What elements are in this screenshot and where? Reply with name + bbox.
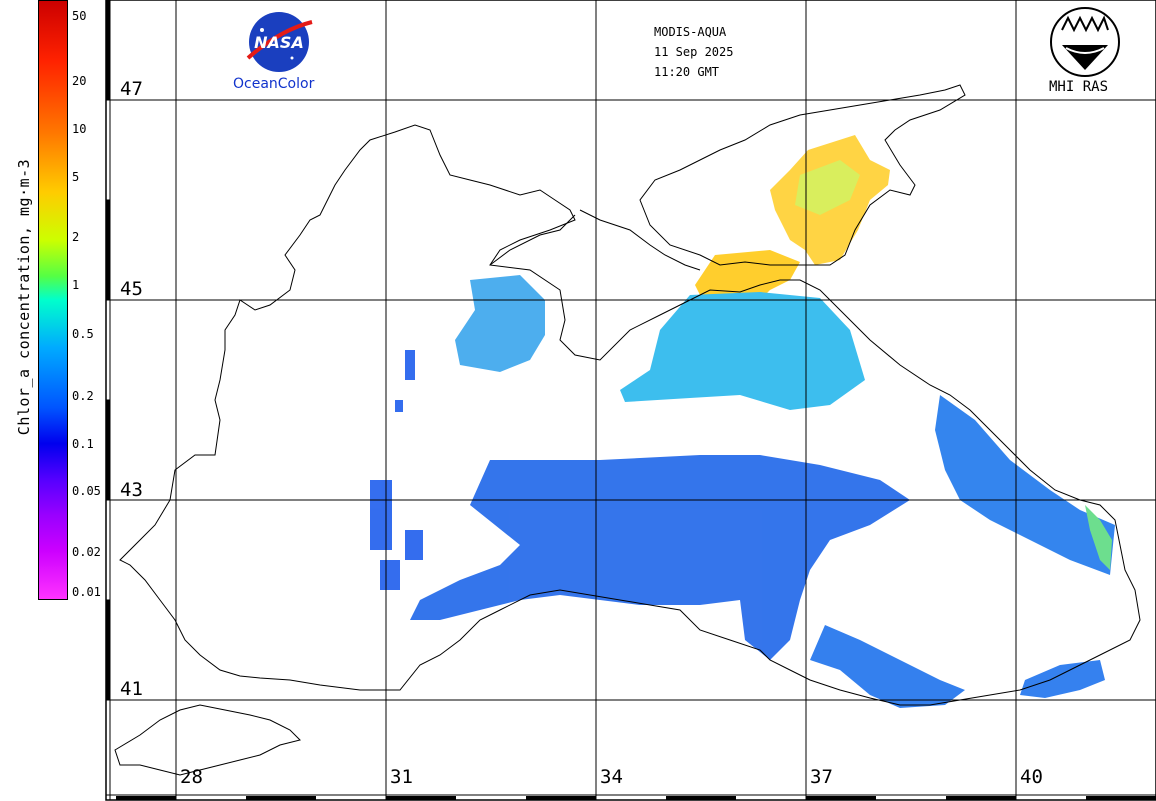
nasa-logo: NASA (246, 12, 313, 72)
colorbar-tick: 0.2 (72, 389, 94, 403)
ruler-segment (946, 796, 1016, 800)
lat-label: 41 (120, 678, 143, 700)
colorbar (38, 0, 68, 600)
left-ruler (105, 0, 111, 800)
ruler-segment (526, 796, 596, 800)
chl-east-coast (935, 395, 1115, 575)
ruler-segment (116, 796, 176, 800)
lat-label: 47 (120, 78, 143, 100)
chl-kerch (695, 250, 800, 300)
colorbar-tick: 50 (72, 9, 87, 23)
oceancolor-caption: OceanColor (233, 76, 315, 92)
chl-central-basin (410, 455, 910, 660)
ruler-segment (105, 199, 111, 301)
ruler-segment (105, 599, 111, 701)
ruler-segment (246, 796, 316, 800)
lon-label: 28 (180, 766, 203, 788)
coastline (114, 84, 1141, 776)
colorbar-tick: 0.05 (72, 484, 101, 498)
chlorophyll-layer (370, 135, 1115, 708)
date-label: 11 Sep 2025 (654, 45, 734, 59)
colorbar-tick: 20 (72, 74, 87, 88)
ruler-segment (386, 796, 456, 800)
colorbar-tick: 5 (72, 170, 80, 184)
lon-label: 40 (1020, 766, 1043, 788)
chl-batumi (1085, 505, 1112, 570)
coast-marmara (114, 704, 301, 776)
nasa-badge-text: NASA (254, 33, 304, 52)
colorbar-tick: 0.02 (72, 545, 101, 559)
mhi-caption: MHI RAS (1049, 79, 1109, 95)
coast-sivash (579, 209, 701, 271)
lon-label: 34 (600, 766, 623, 788)
coast-north-west (119, 124, 1141, 706)
coast-crimea-bay (489, 214, 576, 266)
lat-label: 43 (120, 479, 143, 501)
chl-south-east (810, 625, 965, 708)
colorbar-tick: 10 (72, 122, 87, 136)
coast-azov (639, 84, 966, 266)
colorbar-tick: 1 (72, 278, 80, 292)
colorbar-tick: 0.5 (72, 327, 94, 341)
chl-crimea-west (455, 275, 545, 372)
lon-label: 37 (810, 766, 833, 788)
ruler-segment (105, 399, 111, 501)
graticule (106, 0, 1156, 800)
ruler-segment (806, 796, 876, 800)
chl-azov-core (795, 160, 860, 215)
ruler-segment (1086, 796, 1156, 800)
colorbar-tick: 0.1 (72, 437, 94, 451)
mhi-logo (1050, 7, 1120, 77)
chl-south-far-east (1020, 660, 1105, 698)
bottom-ruler (106, 794, 1156, 800)
ruler-segment (105, 0, 111, 101)
chl-central-plume (620, 292, 865, 410)
sensor-label: MODIS-AQUA (654, 25, 727, 39)
colorbar-tick: 2 (72, 230, 80, 244)
chl-west-scatter (370, 350, 423, 590)
ruler-segment (666, 796, 736, 800)
lon-label: 31 (390, 766, 413, 788)
time-label: 11:20 GMT (654, 65, 720, 79)
colorbar-tick: 0.01 (72, 585, 101, 599)
lat-label: 45 (120, 278, 143, 300)
